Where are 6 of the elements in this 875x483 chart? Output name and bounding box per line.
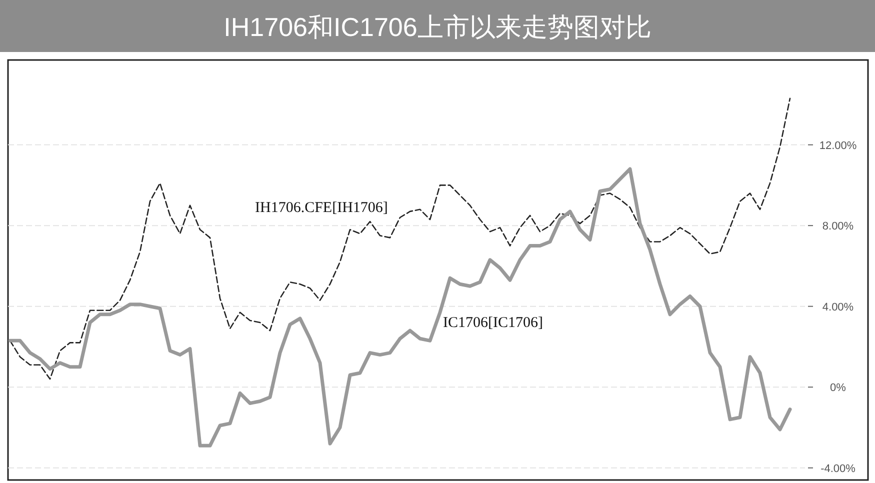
y-tick-label: 8.00% — [822, 220, 854, 233]
y-tick-label: -4.00% — [820, 462, 856, 475]
y-tick-label: 0% — [830, 382, 846, 394]
title: IH1706和IC1706上市以来走势图对比 — [224, 12, 652, 42]
y-tick-label: 4.00% — [822, 301, 854, 314]
y-tick-label: 12.00% — [819, 140, 857, 152]
